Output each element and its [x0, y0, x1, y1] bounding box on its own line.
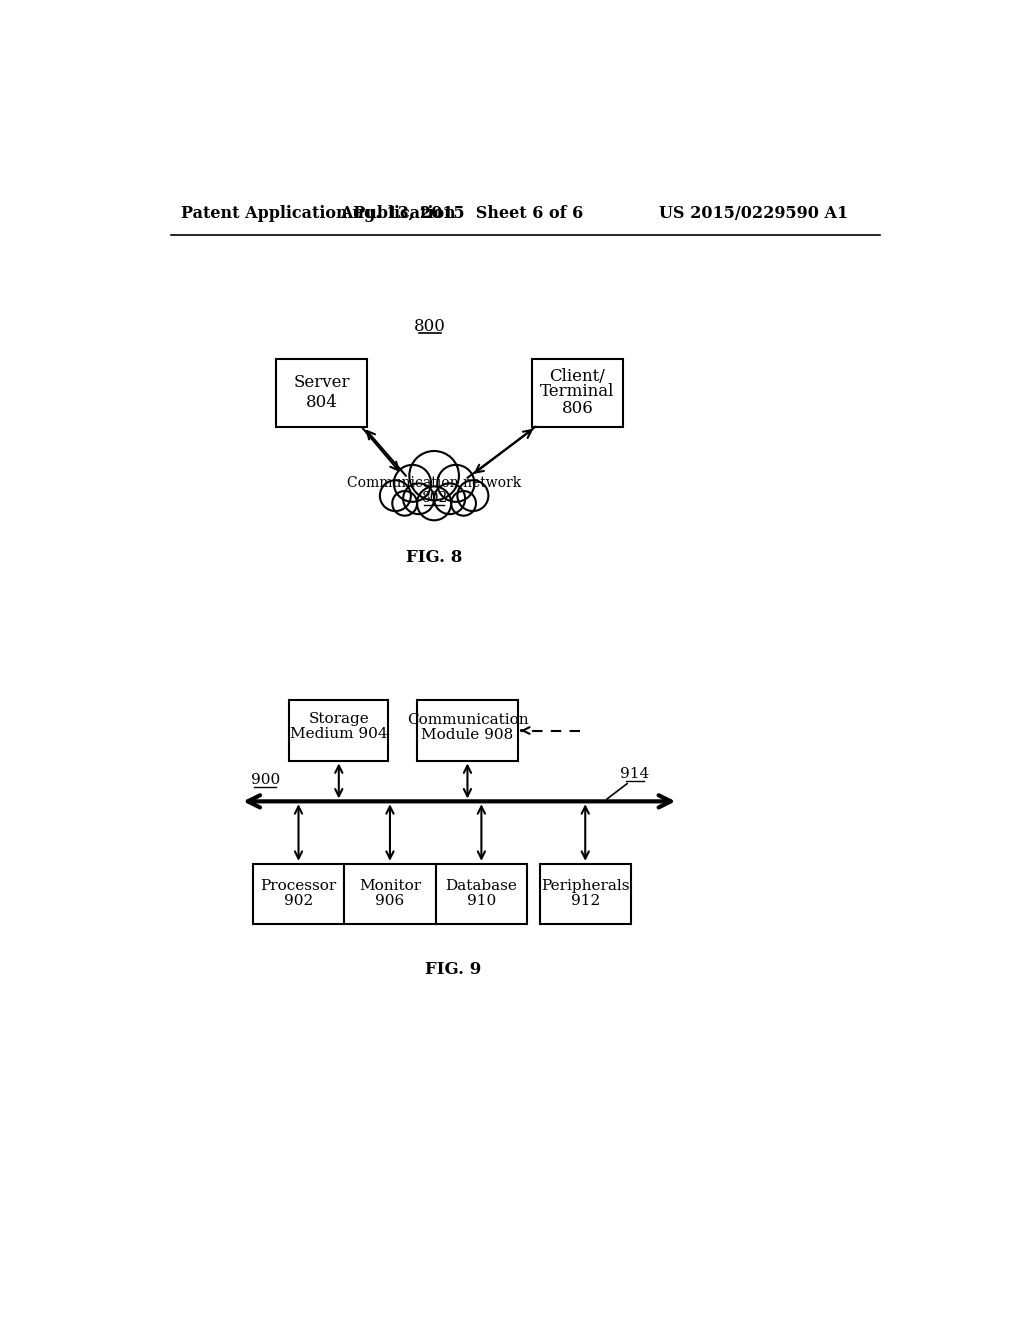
Text: Storage: Storage: [308, 711, 370, 726]
Circle shape: [380, 480, 411, 511]
Circle shape: [417, 487, 452, 520]
Text: Server: Server: [294, 374, 350, 391]
Text: Terminal: Terminal: [541, 383, 614, 400]
Text: 902: 902: [284, 895, 313, 908]
Text: 900: 900: [251, 772, 280, 787]
Text: Database: Database: [445, 879, 517, 894]
Circle shape: [437, 465, 474, 502]
Bar: [417, 701, 518, 760]
Circle shape: [394, 465, 431, 502]
Bar: [540, 863, 631, 924]
Text: Communication: Communication: [407, 713, 528, 727]
Bar: [344, 863, 435, 924]
Text: Peripherals: Peripherals: [541, 879, 630, 894]
Text: Module 908: Module 908: [421, 729, 514, 742]
Text: 914: 914: [621, 767, 649, 781]
Bar: [276, 359, 368, 428]
Text: 802: 802: [421, 491, 447, 506]
Text: US 2015/0229590 A1: US 2015/0229590 A1: [658, 206, 848, 222]
Bar: [435, 863, 527, 924]
Circle shape: [403, 483, 434, 513]
Circle shape: [410, 451, 459, 500]
Text: Aug. 13, 2015  Sheet 6 of 6: Aug. 13, 2015 Sheet 6 of 6: [340, 206, 583, 222]
Bar: [289, 701, 388, 760]
Circle shape: [392, 491, 417, 516]
Bar: [531, 359, 624, 428]
Text: 804: 804: [306, 393, 338, 411]
Text: Monitor: Monitor: [358, 879, 421, 894]
Circle shape: [452, 491, 476, 516]
Text: Medium 904: Medium 904: [290, 726, 388, 741]
Text: 912: 912: [570, 895, 600, 908]
Text: FIG. 9: FIG. 9: [425, 961, 481, 978]
Text: Client/: Client/: [550, 368, 605, 385]
Text: 906: 906: [376, 895, 404, 908]
Bar: [253, 863, 344, 924]
Text: Processor: Processor: [260, 879, 337, 894]
Circle shape: [434, 483, 465, 513]
Text: FIG. 8: FIG. 8: [406, 549, 462, 566]
Text: Patent Application Publication: Patent Application Publication: [180, 206, 456, 222]
Text: 800: 800: [415, 318, 446, 335]
Text: Communication network: Communication network: [347, 477, 521, 490]
Text: 910: 910: [467, 895, 496, 908]
Text: 806: 806: [561, 400, 593, 417]
Circle shape: [458, 480, 488, 511]
